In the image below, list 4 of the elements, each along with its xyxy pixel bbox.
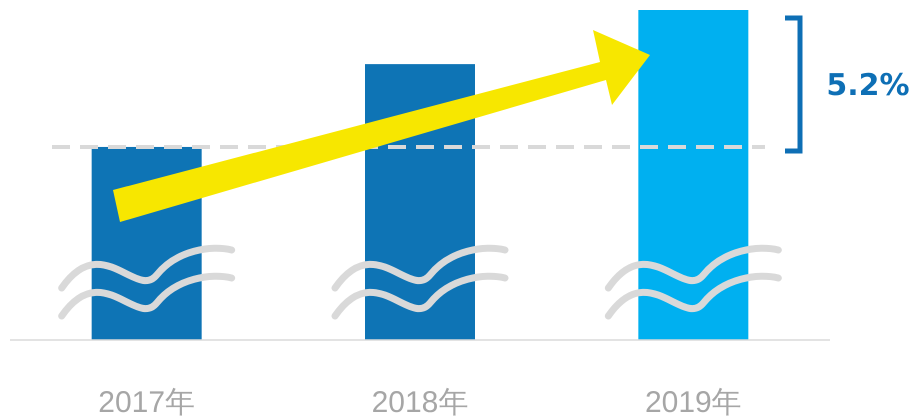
x-tick-label: 2018年 — [372, 386, 468, 419]
text: 5.2% — [826, 68, 910, 103]
x-tick-label: 2019年 — [644, 386, 742, 419]
x-tick-label: 2017年 — [98, 386, 196, 419]
